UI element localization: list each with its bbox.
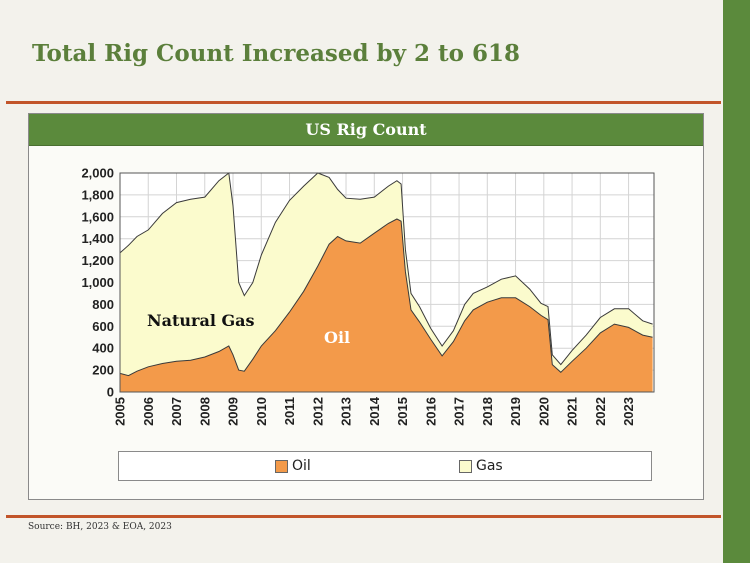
y-tick-label: 1,200 bbox=[81, 253, 114, 268]
source-note: Source: BH, 2023 & EOA, 2023 bbox=[28, 522, 172, 532]
x-tick-label: 2010 bbox=[254, 397, 269, 426]
annotation-natural-gas: Natural Gas bbox=[147, 311, 255, 330]
x-tick-label: 2011 bbox=[282, 397, 297, 425]
x-tick-label: 2012 bbox=[310, 397, 325, 426]
x-tick-label: 2008 bbox=[197, 397, 212, 426]
oil-outline bbox=[119, 218, 653, 377]
legend-swatch-oil bbox=[275, 459, 288, 473]
x-tick-label: 2023 bbox=[621, 397, 636, 426]
y-tick-label: 800 bbox=[92, 297, 114, 312]
y-tick-label: 2,000 bbox=[81, 166, 114, 181]
x-tick-label: 2009 bbox=[226, 397, 241, 426]
gas-outline bbox=[119, 172, 653, 366]
legend-item-oil: Oil bbox=[275, 458, 311, 474]
y-tick-label: 1,400 bbox=[81, 231, 114, 246]
x-tick-label: 2013 bbox=[339, 397, 354, 426]
y-tick-label: 200 bbox=[92, 363, 114, 378]
x-tick-label: 2019 bbox=[508, 397, 523, 426]
chart-title: US Rig Count bbox=[29, 114, 703, 146]
y-tick-label: 1,000 bbox=[81, 275, 114, 290]
x-tick-label: 2018 bbox=[480, 397, 495, 426]
legend-item-gas: Gas bbox=[459, 458, 503, 474]
x-tick-label: 2015 bbox=[395, 397, 410, 426]
x-tick-label: 2007 bbox=[169, 397, 184, 426]
x-tick-label: 2017 bbox=[452, 397, 467, 426]
x-tick-label: 2021 bbox=[565, 397, 580, 426]
x-tick-label: 2016 bbox=[423, 397, 438, 426]
y-tick-label: 600 bbox=[92, 319, 114, 334]
x-tick-label: 2022 bbox=[593, 397, 608, 426]
y-tick-label: 1,600 bbox=[81, 209, 114, 224]
plot-border bbox=[119, 172, 655, 393]
oil-area bbox=[120, 219, 653, 392]
y-tick-label: 0 bbox=[107, 385, 114, 400]
x-tick-label: 2006 bbox=[141, 397, 156, 426]
y-tick-label: 1,800 bbox=[81, 187, 114, 202]
slide-accent-bar bbox=[723, 0, 750, 563]
legend-label-oil: Oil bbox=[292, 458, 311, 474]
x-tick-label: 2005 bbox=[113, 397, 128, 426]
x-tick-label: 2014 bbox=[367, 396, 382, 426]
bottom-divider bbox=[6, 515, 721, 518]
chart-frame: US Rig Count 0 200 400 600 800 1,000 1,200 1,40… bbox=[28, 113, 704, 500]
slide-title: Total Rig Count Increased by 2 to 618 bbox=[32, 40, 521, 67]
y-tick-label: 400 bbox=[92, 341, 114, 356]
top-divider bbox=[6, 101, 721, 104]
annotation-oil: Oil bbox=[324, 328, 350, 347]
chart-plot: 0 200 400 600 800 1,000 1,200 1,400 1,600 1,800 2,… bbox=[81, 166, 655, 426]
x-tick-label: 2020 bbox=[536, 397, 551, 426]
legend-swatch-gas bbox=[459, 459, 472, 473]
legend-label-gas: Gas bbox=[476, 458, 503, 474]
chart-legend: Oil Gas bbox=[118, 451, 652, 481]
